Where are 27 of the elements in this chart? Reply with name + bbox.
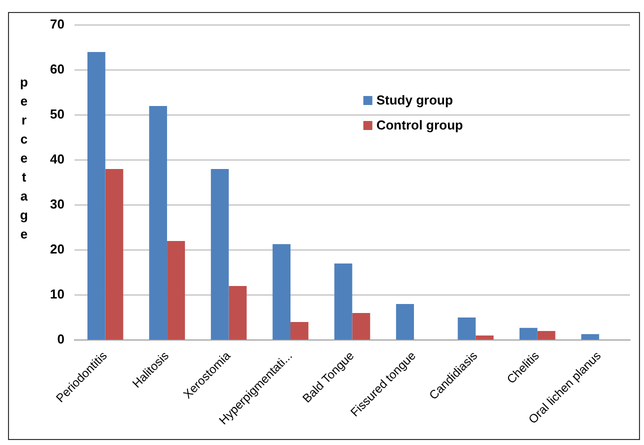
- bar: [352, 312, 370, 340]
- legend-label: Study group: [376, 92, 453, 108]
- bar: [396, 304, 414, 340]
- bar: [210, 168, 229, 340]
- y-tick-label: 20: [50, 242, 64, 257]
- bar: [334, 263, 352, 340]
- bar: [520, 328, 538, 340]
- bar: [272, 244, 291, 340]
- bar: [581, 334, 600, 340]
- y-tick-label: 70: [50, 16, 64, 32]
- bar: [228, 286, 247, 340]
- y-tick-label: 50: [50, 106, 64, 122]
- bar: [537, 330, 556, 340]
- bar: [290, 322, 308, 340]
- bar: [149, 106, 168, 340]
- legend-label: Control group: [376, 118, 464, 133]
- y-tick-label: 0: [57, 332, 64, 347]
- y-tick-label: 10: [50, 286, 64, 302]
- bar: [105, 168, 124, 340]
- y-tick-label: 30: [50, 196, 64, 212]
- bar: [458, 317, 476, 340]
- text: percetage: [20, 74, 28, 242]
- y-tick-label: 40: [50, 152, 64, 167]
- bar: [476, 335, 494, 340]
- y-tick-label: 60: [50, 62, 64, 77]
- bar: [167, 240, 185, 340]
- bar: [87, 52, 106, 340]
